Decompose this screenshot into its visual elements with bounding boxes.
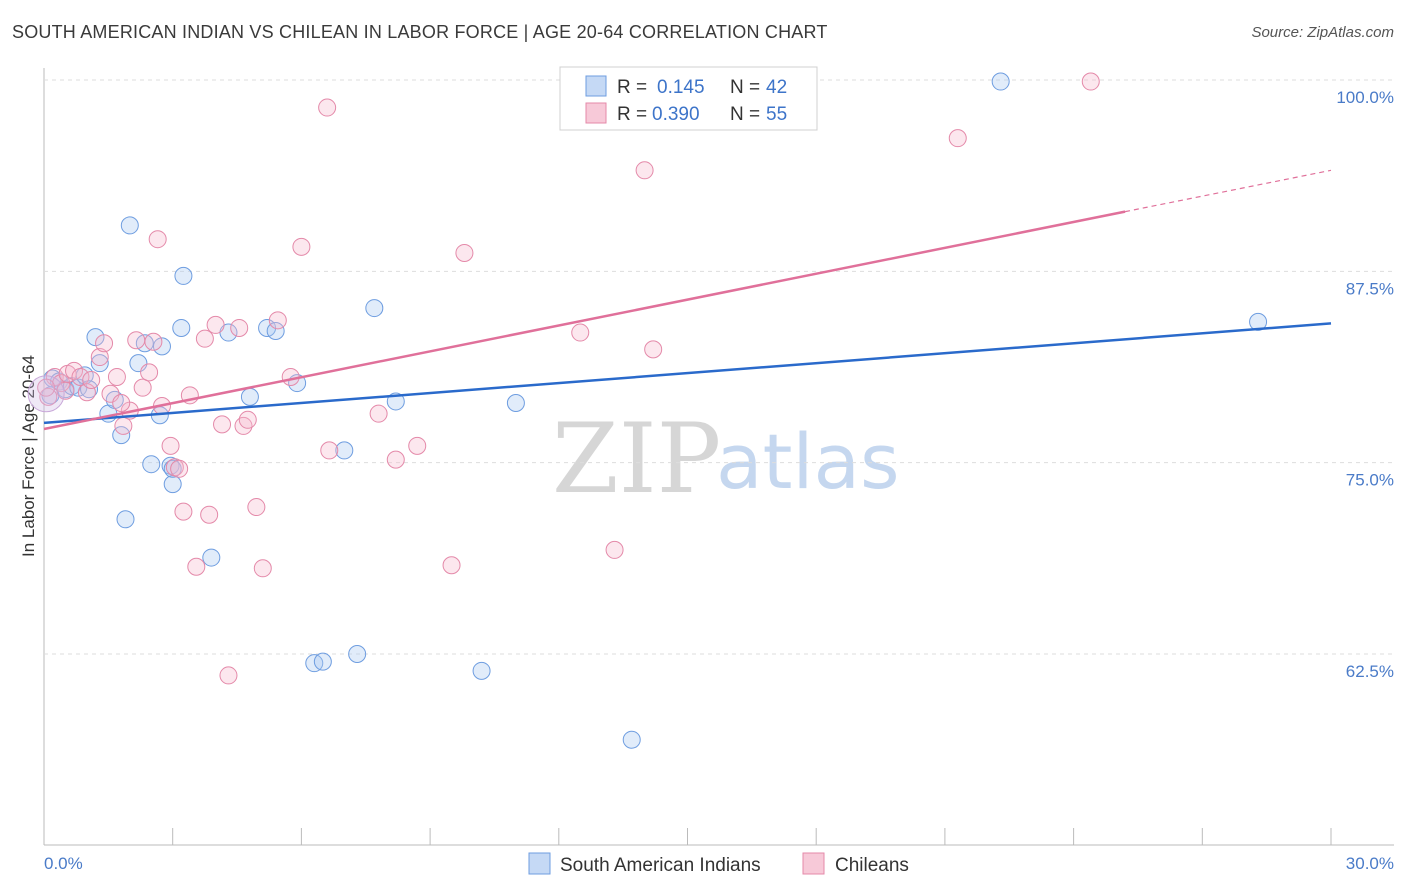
point-chilean [133, 378, 152, 397]
point-chilean [253, 559, 272, 578]
trend-line-south-american-indians [43, 322, 1332, 425]
point-south-american-indian [266, 322, 285, 341]
point-chilean [408, 436, 427, 455]
point-chilean [107, 367, 126, 386]
point-chilean [114, 416, 133, 435]
bottom-legend-label-pink: Chileans [835, 855, 909, 876]
trend-line-chileans [43, 210, 1126, 431]
point-chilean [455, 243, 474, 262]
point-chilean [247, 498, 266, 517]
source-credit: Source: ZipAtlas.com [1251, 24, 1394, 41]
point-chilean [200, 505, 219, 524]
point-chilean [82, 371, 101, 390]
point-south-american-indian [365, 299, 384, 318]
point-south-american-indian [991, 72, 1010, 91]
point-chilean [292, 237, 311, 256]
point-south-american-indian [1249, 312, 1268, 331]
point-south-american-indian [116, 510, 135, 529]
point-chilean [238, 410, 257, 429]
x-tick-label-max: 30.0% [1346, 854, 1394, 873]
point-chilean [318, 98, 337, 117]
point-south-american-indian [152, 337, 171, 356]
bottom-legend-label-blue: South American Indians [560, 855, 761, 876]
bottom-legend-swatch-blue [528, 852, 551, 875]
point-south-american-indian [163, 475, 182, 494]
point-chilean [1081, 72, 1100, 91]
point-south-american-indian [202, 548, 221, 567]
point-south-american-indian [120, 216, 139, 235]
y-tick-label: 100.0% [1336, 88, 1394, 107]
trend-line-chileans-extension [1124, 169, 1332, 213]
point-chilean [112, 393, 131, 412]
watermark-atlas: atlas [716, 417, 900, 506]
point-chilean [90, 348, 109, 367]
point-chilean [635, 161, 654, 180]
point-chilean [174, 502, 193, 521]
gridlines [44, 79, 1394, 655]
y-axis-label: In Labor Force | Age 20-64 [19, 355, 38, 557]
legend-swatch-pink [585, 102, 607, 124]
point-chilean [195, 329, 214, 348]
x-tick-marks [43, 828, 1332, 845]
point-chilean [56, 381, 75, 400]
point-chilean [230, 318, 249, 337]
point-chilean [268, 311, 287, 330]
watermark-zip: ZIP [552, 403, 721, 515]
legend: R = 0.145 N = 42 R = 0.390 N = 55 [559, 66, 818, 131]
point-chilean [206, 315, 225, 334]
point-south-american-indian [142, 455, 161, 474]
point-chilean [140, 363, 159, 382]
point-chilean [71, 367, 90, 386]
point-chilean [37, 378, 56, 397]
point-chilean [77, 383, 96, 402]
point-chilean [219, 666, 238, 685]
chart-title: SOUTH AMERICAN INDIAN VS CHILEAN IN LABO… [12, 22, 828, 42]
y-tick-label: 75.0% [1346, 471, 1394, 490]
point-chilean [369, 404, 388, 423]
point-chilean [170, 459, 189, 478]
point-chilean [605, 540, 624, 559]
point-chilean [442, 556, 461, 575]
legend-r-label-blue: R = [617, 77, 647, 98]
point-chilean [320, 441, 339, 460]
point-south-american-indian [335, 441, 354, 460]
point-chilean [127, 331, 146, 350]
point-south-american-indian [313, 652, 332, 671]
point-chilean [161, 436, 180, 455]
point-chilean [213, 415, 232, 434]
y-tick-labels: 62.5% 75.0% 87.5% 100.0% [1336, 88, 1394, 681]
point-south-american-indian [506, 393, 525, 412]
point-chilean [148, 230, 167, 249]
y-tick-label: 87.5% [1346, 279, 1394, 298]
point-chilean [644, 340, 663, 359]
point-chilean [571, 323, 590, 342]
point-chilean [187, 557, 206, 576]
point-south-american-indian [472, 661, 491, 680]
legend-n-value-blue: 42 [766, 77, 787, 98]
point-cluster-large [27, 375, 65, 413]
legend-n-value-pink: 55 [766, 104, 787, 125]
legend-n-label-pink: N = [730, 104, 760, 125]
legend-r-value-pink: 0.390 [652, 104, 700, 125]
legend-n-label-blue: N = [730, 77, 760, 98]
point-south-american-indian [348, 645, 367, 663]
point-south-american-indian [622, 730, 641, 749]
point-south-american-indian [240, 387, 259, 406]
legend-r-label-pink: R = [617, 104, 647, 125]
y-tick-label: 62.5% [1346, 662, 1394, 681]
point-south-american-indian [174, 266, 193, 285]
x-tick-label-min: 0.0% [44, 854, 83, 873]
legend-r-value-blue: 0.145 [657, 77, 705, 98]
point-south-american-indian [90, 354, 109, 373]
legend-swatch-blue [585, 75, 607, 97]
point-chilean [948, 129, 967, 148]
point-chilean [95, 334, 114, 353]
point-south-american-indian [172, 318, 191, 337]
point-chilean [144, 332, 163, 351]
trend-lines [43, 169, 1332, 431]
bottom-legend: South American Indians Chileans [528, 852, 909, 876]
bottom-legend-swatch-pink [802, 852, 825, 875]
point-chilean [386, 450, 405, 469]
